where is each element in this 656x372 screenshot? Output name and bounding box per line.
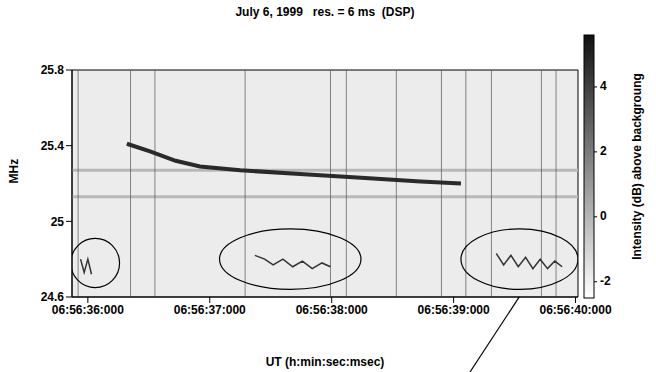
- svg-text:06:56:40:000: 06:56:40:000: [540, 303, 612, 317]
- svg-text:06:56:36:000: 06:56:36:000: [52, 303, 124, 317]
- svg-text:06:56:39:000: 06:56:39:000: [418, 303, 490, 317]
- svg-text:-2: -2: [600, 274, 611, 288]
- svg-text:24.6: 24.6: [41, 290, 65, 304]
- svg-text:06:56:37:000: 06:56:37:000: [174, 303, 246, 317]
- svg-text:2: 2: [600, 144, 607, 158]
- svg-text:MHz: MHz: [7, 159, 21, 184]
- svg-text:0: 0: [600, 209, 607, 223]
- svg-text:July 6, 1999 res. = 6 ms (D: July 6, 1999 res. = 6 ms (DSP): [235, 5, 414, 19]
- svg-text:25: 25: [51, 215, 65, 229]
- svg-text:Intensity (dB) above backgroun: Intensity (dB) above backgroung: [630, 73, 644, 260]
- svg-text:UT (h:min:sec:msec): UT (h:min:sec:msec): [266, 355, 385, 369]
- svg-text:06:56:38:000: 06:56:38:000: [296, 303, 368, 317]
- svg-text:25.4: 25.4: [41, 139, 65, 153]
- svg-text:4: 4: [600, 79, 607, 93]
- svg-text:25.8: 25.8: [41, 63, 65, 77]
